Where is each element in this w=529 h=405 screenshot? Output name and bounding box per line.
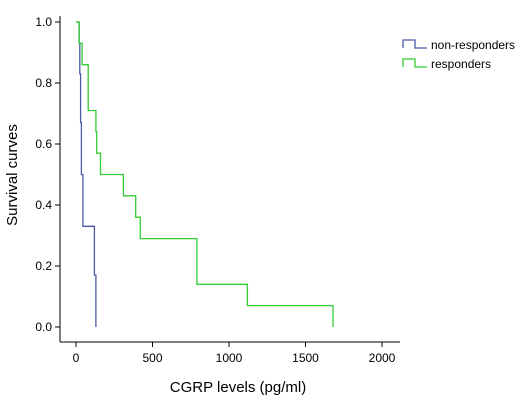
y-tick-label: 0.4	[35, 198, 52, 212]
y-tick-label: 0.8	[35, 76, 52, 90]
y-tick-label: 0.2	[35, 259, 52, 273]
x-axis-label: CGRP levels (pg/ml)	[170, 379, 306, 396]
legend-label-non-responders: non-responders	[431, 38, 515, 52]
legend-swatch-non-responders	[402, 39, 427, 49]
x-tick-label: 1500	[292, 351, 319, 365]
y-axis-label: Survival curves	[4, 124, 21, 226]
x-tick-label: 0	[73, 351, 80, 365]
legend: non-responders responders	[402, 38, 515, 71]
y-tick-label: 0.6	[35, 137, 52, 151]
legend-label-responders: responders	[431, 57, 491, 71]
axes	[59, 16, 400, 343]
x-ticks: 0 500 1000 1500 2000	[73, 342, 396, 365]
series-line-non-responders	[76, 21, 97, 327]
y-ticks: 0.0 0.2 0.4 0.6 0.8 1.0	[35, 15, 60, 334]
x-tick-label: 2000	[369, 351, 396, 365]
series-layer	[76, 21, 334, 327]
series-line-responders	[76, 21, 334, 327]
legend-swatch-responders	[402, 58, 427, 68]
x-tick-label: 500	[142, 351, 162, 365]
x-tick-label: 1000	[216, 351, 243, 365]
y-tick-label: 1.0	[35, 15, 52, 29]
y-tick-label: 0.0	[35, 320, 52, 334]
